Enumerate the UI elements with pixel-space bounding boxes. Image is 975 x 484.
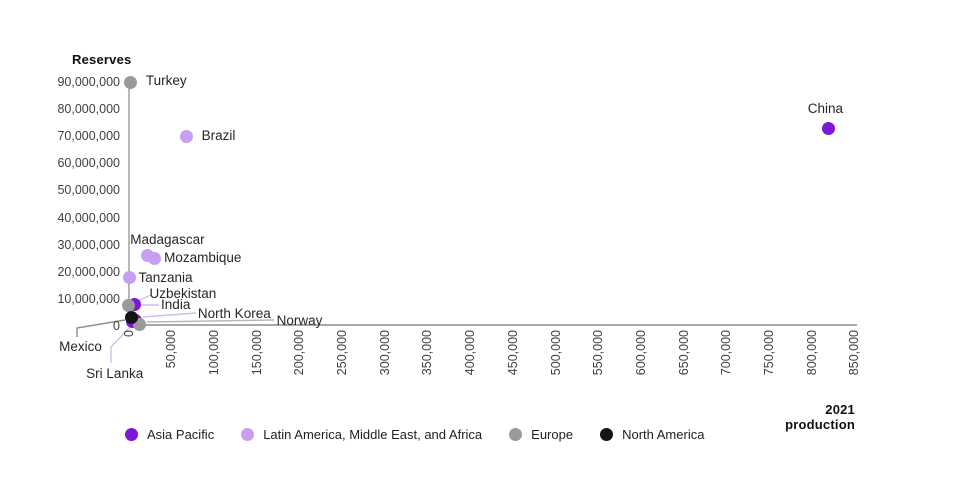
x-tick-label: 100,000 — [206, 330, 221, 376]
x-tick-label: 0 — [121, 330, 136, 337]
point-label-sri-lanka: Sri Lanka — [86, 365, 144, 381]
x-tick-label: 850,000 — [847, 330, 862, 376]
x-tick-label: 150,000 — [249, 330, 264, 376]
data-point-turkey[interactable] — [124, 75, 138, 89]
data-point-mexico[interactable] — [124, 311, 138, 325]
x-tick-label: 800,000 — [804, 330, 819, 376]
x-tick-label: 600,000 — [633, 330, 648, 376]
point-label-india: India — [161, 297, 191, 313]
x-tick-label: 750,000 — [762, 330, 776, 376]
legend-label: Latin America, Middle East, and Africa — [263, 427, 483, 442]
x-tick-label: 650,000 — [676, 330, 691, 376]
y-tick-label: 80,000,000 — [57, 102, 120, 117]
x-tick-label: 350,000 — [420, 330, 435, 376]
x-axis-line — [127, 324, 857, 326]
legend-item-asia-pacific[interactable]: Asia Pacific — [125, 427, 214, 442]
y-tick-label: 40,000,000 — [57, 210, 120, 225]
y-tick-label: 90,000,000 — [57, 75, 120, 89]
x-tick-label: 200,000 — [292, 330, 307, 376]
legend-item-north-america[interactable]: North America — [600, 427, 704, 442]
data-point-brazil[interactable] — [180, 129, 194, 143]
legend-label: North America — [622, 427, 705, 442]
y-tick-label: 60,000,000 — [57, 156, 120, 171]
x-axis-title: 2021 production — [785, 402, 855, 432]
legend-label: Asia Pacific — [147, 427, 215, 442]
legend-dot-europe — [509, 428, 523, 441]
x-tick-label: 700,000 — [719, 330, 734, 376]
y-tick-label: 70,000,000 — [57, 129, 120, 144]
x-tick-label: 250,000 — [335, 330, 349, 376]
legend-item-latin-america-middle-east-and-africa[interactable]: Latin America, Middle East, and Africa — [241, 427, 482, 442]
y-tick-label: 30,000,000 — [57, 237, 120, 252]
point-label-mexico: Mexico — [59, 338, 102, 354]
x-tick-label: 50,000 — [164, 330, 179, 369]
data-point-uzbekistan[interactable] — [122, 298, 135, 312]
y-axis-title: Reserves — [72, 52, 132, 67]
data-point-tanzania[interactable] — [123, 270, 137, 284]
y-tick-label: 0 — [113, 319, 120, 333]
x-tick-label: 450,000 — [505, 330, 520, 376]
leader-line-north-korea — [142, 312, 197, 318]
point-label-turkey: Turkey — [145, 73, 187, 88]
point-label-north-korea: North Korea — [197, 305, 271, 321]
x-tick-label: 300,000 — [377, 330, 392, 376]
legend-dot-latin-america-middle-east-and-africa — [241, 428, 255, 441]
point-label-tanzania: Tanzania — [138, 270, 193, 286]
point-label-brazil: Brazil — [201, 128, 236, 144]
y-tick-label: 20,000,000 — [57, 264, 120, 279]
chart-legend: Asia Pacific Latin America, Middle East, … — [125, 427, 704, 442]
legend-dot-asia-pacific — [125, 428, 138, 441]
legend-label: Europe — [531, 427, 574, 442]
y-tick-label: 50,000,000 — [57, 183, 120, 198]
point-label-uzbekistan: Uzbekistan — [149, 286, 217, 302]
legend-item-europe[interactable]: Europe — [509, 427, 573, 442]
y-tick-label: 10,000,000 — [57, 291, 120, 306]
data-point-china[interactable] — [822, 121, 836, 135]
point-label-madagascar: Madagascar — [130, 231, 205, 247]
x-tick-label: 550,000 — [591, 330, 606, 376]
data-point-mozambique[interactable] — [147, 251, 161, 265]
x-tick-label: 500,000 — [548, 330, 563, 376]
point-label-norway: Norway — [276, 313, 323, 329]
point-label-mozambique: Mozambique — [164, 250, 242, 266]
y-axis-line — [128, 82, 130, 326]
point-label-china: China — [807, 101, 844, 117]
x-tick-label: 400,000 — [463, 330, 478, 376]
legend-dot-north-america — [600, 428, 614, 441]
